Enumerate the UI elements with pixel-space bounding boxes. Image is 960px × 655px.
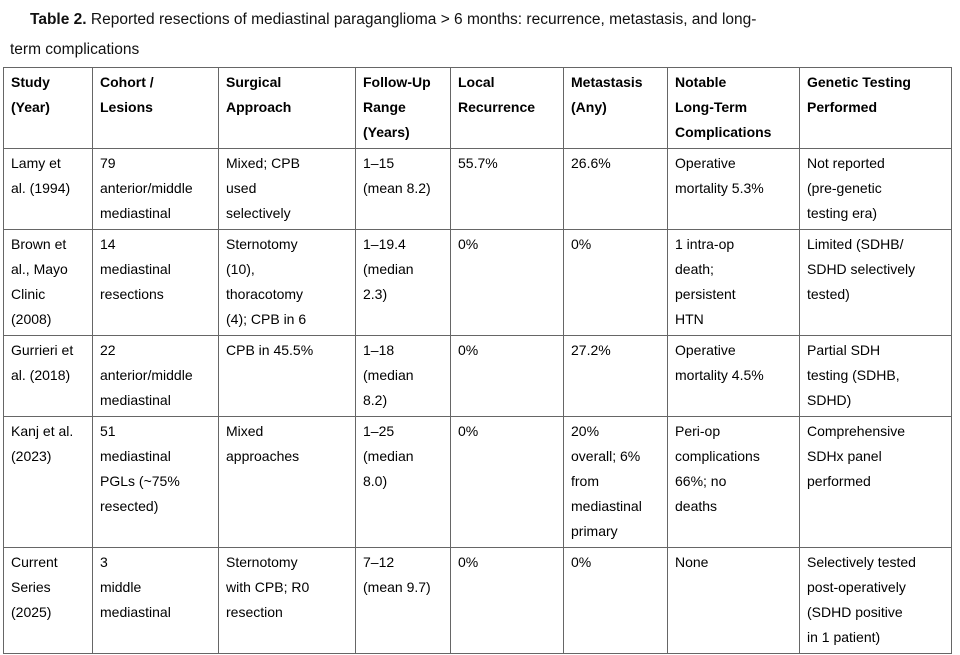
table-cell: 1–15 (mean 8.2) [355,148,451,230]
table-caption-label: Table 2. [30,11,87,28]
table-cell: Limited (SDHB/ SDHD selectively tested) [799,229,952,336]
column-header-metastasis: Metastasis (Any) [563,67,668,149]
table-cell: 55.7% [450,148,564,230]
table-cell: 22 anterior/middle mediastinal [92,335,219,417]
table-cell: 1–19.4 (median 2.3) [355,229,451,336]
table-cell: 79 anterior/middle mediastinal [92,148,219,230]
table-cell: Not reported (pre-genetic testing era) [799,148,952,230]
table-cell: Mixed approaches [218,416,356,548]
table-cell: 3 middle mediastinal [92,547,219,654]
column-header-follow-up-range: Follow-Up Range (Years) [355,67,451,149]
table-cell: Peri-op complications 66%; no deaths [667,416,800,548]
table-cell: Sternotomy with CPB; R0 resection [218,547,356,654]
table-cell: 27.2% [563,335,668,417]
table-cell: 0% [563,229,668,336]
table-cell: CPB in 45.5% [218,335,356,417]
table-cell: 1–25 (median 8.0) [355,416,451,548]
table-cell: 0% [450,416,564,548]
column-header-study-year: Study (Year) [3,67,93,149]
column-header-genetic-testing: Genetic Testing Performed [799,67,952,149]
table-cell: Kanj et al. (2023) [3,416,93,548]
table-cell: Sternotomy (10), thoracotomy (4); CPB in… [218,229,356,336]
column-header-long-term-complications: Notable Long-Term Complications [667,67,800,149]
table-cell: Current Series (2025) [3,547,93,654]
table-cell: Partial SDH testing (SDHB, SDHD) [799,335,952,417]
column-header-surgical-approach: Surgical Approach [218,67,356,149]
table-cell: 14 mediastinal resections [92,229,219,336]
table-row: Lamy et al. (1994) 79 anterior/middle me… [3,148,952,230]
table-cell: 0% [563,547,668,654]
column-header-cohort-lesions: Cohort / Lesions [92,67,219,149]
table-caption-text: Reported resections of mediastinal parag… [10,11,757,58]
table-cell: 0% [450,547,564,654]
table-cell: Operative mortality 5.3% [667,148,800,230]
table-cell: Comprehensive SDHx panel performed [799,416,952,548]
table-caption: Table 2. Reported resections of mediasti… [10,5,940,65]
table-cell: 1–18 (median 8.2) [355,335,451,417]
table-cell: Mixed; CPB used selectively [218,148,356,230]
table-header-row: Study (Year) Cohort / Lesions Surgical A… [3,67,952,149]
table-cell: Brown et al., Mayo Clinic (2008) [3,229,93,336]
table-row: Kanj et al. (2023) 51 mediastinal PGLs (… [3,416,952,548]
table-cell: 51 mediastinal PGLs (~75% resected) [92,416,219,548]
table-row: Brown et al., Mayo Clinic (2008) 14 medi… [3,229,952,336]
table-cell: 1 intra-op death; persistent HTN [667,229,800,336]
table-cell: Gurrieri et al. (2018) [3,335,93,417]
table-cell: Operative mortality 4.5% [667,335,800,417]
table-cell: 26.6% [563,148,668,230]
table-cell: 20% overall; 6% from mediastinal primary [563,416,668,548]
table-row: Current Series (2025) 3 middle mediastin… [3,547,952,654]
table-cell: 0% [450,335,564,417]
table-cell: Lamy et al. (1994) [3,148,93,230]
table-row: Gurrieri et al. (2018) 22 anterior/middl… [3,335,952,417]
table-cell: 0% [450,229,564,336]
table-cell: 7–12 (mean 9.7) [355,547,451,654]
column-header-local-recurrence: Local Recurrence [450,67,564,149]
table-cell: None [667,547,800,654]
table-cell: Selectively tested post-operatively (SDH… [799,547,952,654]
resections-table: Study (Year) Cohort / Lesions Surgical A… [3,67,952,654]
